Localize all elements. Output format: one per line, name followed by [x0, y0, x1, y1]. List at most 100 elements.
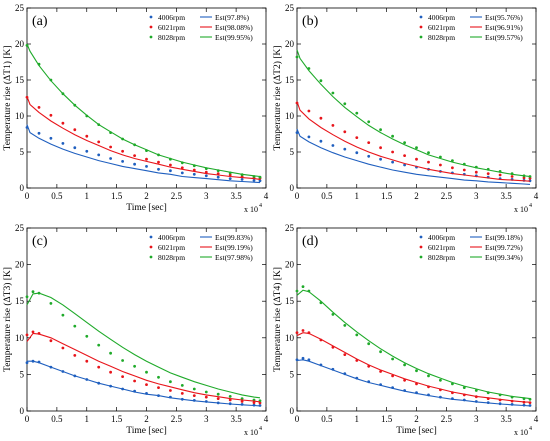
data-point: [73, 146, 77, 150]
data-point: [391, 134, 394, 138]
panel-label: (b): [302, 14, 319, 29]
data-point: [157, 386, 160, 389]
data-point: [216, 172, 220, 176]
x-tick-label: 0.5: [51, 414, 63, 424]
x-tick-label: 0.5: [321, 414, 333, 424]
data-point: [25, 333, 29, 337]
legend-label: Est(99.95%): [215, 33, 253, 42]
legend-label: Est(95.76%): [485, 13, 523, 22]
data-point: [379, 157, 382, 161]
y-axis-label: Temperature rise (ΔT4) [K]: [272, 267, 283, 372]
data-point: [379, 128, 382, 132]
data-point: [204, 390, 208, 394]
data-point: [121, 375, 124, 378]
data-point: [301, 356, 305, 360]
data-point: [61, 121, 65, 125]
x-tick-label: 1.5: [381, 191, 393, 201]
legend-label: Est(99.19%): [215, 243, 253, 252]
legend-label: 4006rpm: [428, 13, 455, 22]
x-tick-label: 4: [534, 191, 539, 201]
data-point: [204, 170, 208, 174]
data-point: [109, 157, 112, 160]
y-tick-label: 10: [285, 111, 295, 121]
legend-label: 4006rpm: [158, 13, 185, 22]
x-tick-label: 2: [144, 414, 149, 424]
legend-label: Est(96.91%): [485, 23, 523, 32]
x-tick-label: 3: [204, 191, 209, 201]
series-line-Est(99.57%): [296, 49, 531, 178]
x-tick-label: 4: [264, 414, 269, 424]
x-tick-label: 3: [474, 191, 479, 201]
data-point: [451, 159, 454, 163]
x-multiplier-exponent: 4: [529, 426, 532, 432]
data-point: [240, 178, 244, 181]
data-point: [343, 324, 347, 327]
x-tick-label: 1: [85, 191, 90, 201]
data-point: [355, 111, 359, 115]
legend-label: 4006rpm: [428, 233, 455, 242]
data-point: [319, 116, 323, 120]
data-point: [301, 285, 305, 288]
series-line-Est(99.34%): [296, 289, 531, 400]
legend-label: 6021rpm: [158, 23, 185, 32]
data-point: [427, 374, 430, 378]
data-point: [355, 151, 359, 155]
legend-label: 6021rpm: [428, 243, 455, 252]
x-tick-label: 1.5: [381, 414, 393, 424]
data-point: [439, 163, 442, 167]
x-axis-label: Time [sec]: [396, 426, 437, 436]
data-point: [109, 351, 112, 355]
data-point: [73, 354, 77, 357]
y-tick-label: 5: [290, 147, 295, 157]
series-line-Est(95.76%): [296, 128, 531, 185]
y-tick-label: 0: [20, 406, 25, 416]
series-line-Est(98.08%): [26, 96, 261, 180]
panel-label: (c): [32, 234, 48, 249]
x-tick-label: 3: [474, 414, 479, 424]
y-tick-label: 5: [20, 147, 25, 157]
data-point: [25, 361, 29, 365]
data-point: [415, 146, 418, 150]
data-point: [343, 102, 347, 106]
x-tick-label: 3.5: [231, 414, 243, 424]
y-tick-label: 20: [15, 39, 25, 49]
y-tick-label: 25: [285, 3, 295, 13]
data-point: [367, 342, 371, 346]
x-tick-label: 4: [534, 414, 539, 424]
data-point: [462, 168, 466, 172]
data-point: [331, 91, 335, 95]
series-line-Est(99.95%): [26, 43, 261, 178]
legend-label: Est(99.18%): [485, 233, 523, 242]
data-point: [391, 150, 394, 154]
data-point: [216, 175, 220, 179]
data-point: [240, 397, 244, 400]
data-point: [49, 302, 53, 305]
data-point: [439, 378, 442, 382]
y-axis-label: Temperature rise (ΔT1) [K]: [2, 46, 13, 151]
data-point: [145, 370, 148, 374]
data-point: [367, 141, 371, 145]
data-point: [49, 113, 53, 117]
data-point: [295, 55, 299, 59]
y-tick-label: 10: [15, 333, 25, 343]
plot-frame: [296, 227, 537, 412]
x-tick-label: 1: [355, 414, 360, 424]
data-point: [474, 389, 478, 392]
data-point: [97, 140, 101, 144]
y-tick-label: 25: [285, 223, 295, 233]
data-point: [192, 387, 196, 391]
y-axis-label: Temperature rise (ΔT3) [K]: [2, 267, 13, 372]
legend-marker: [419, 245, 423, 249]
data-point: [169, 163, 172, 167]
x-tick-label: 2.5: [171, 191, 183, 201]
x-tick-label: 0.5: [321, 191, 333, 201]
x-tick-label: 2: [414, 191, 419, 201]
legend-label: 8028rpm: [428, 33, 455, 42]
data-point: [31, 330, 35, 334]
data-point: [145, 383, 148, 386]
data-point: [121, 149, 124, 153]
data-point: [37, 106, 41, 109]
data-point: [121, 359, 124, 362]
data-point: [522, 176, 526, 180]
